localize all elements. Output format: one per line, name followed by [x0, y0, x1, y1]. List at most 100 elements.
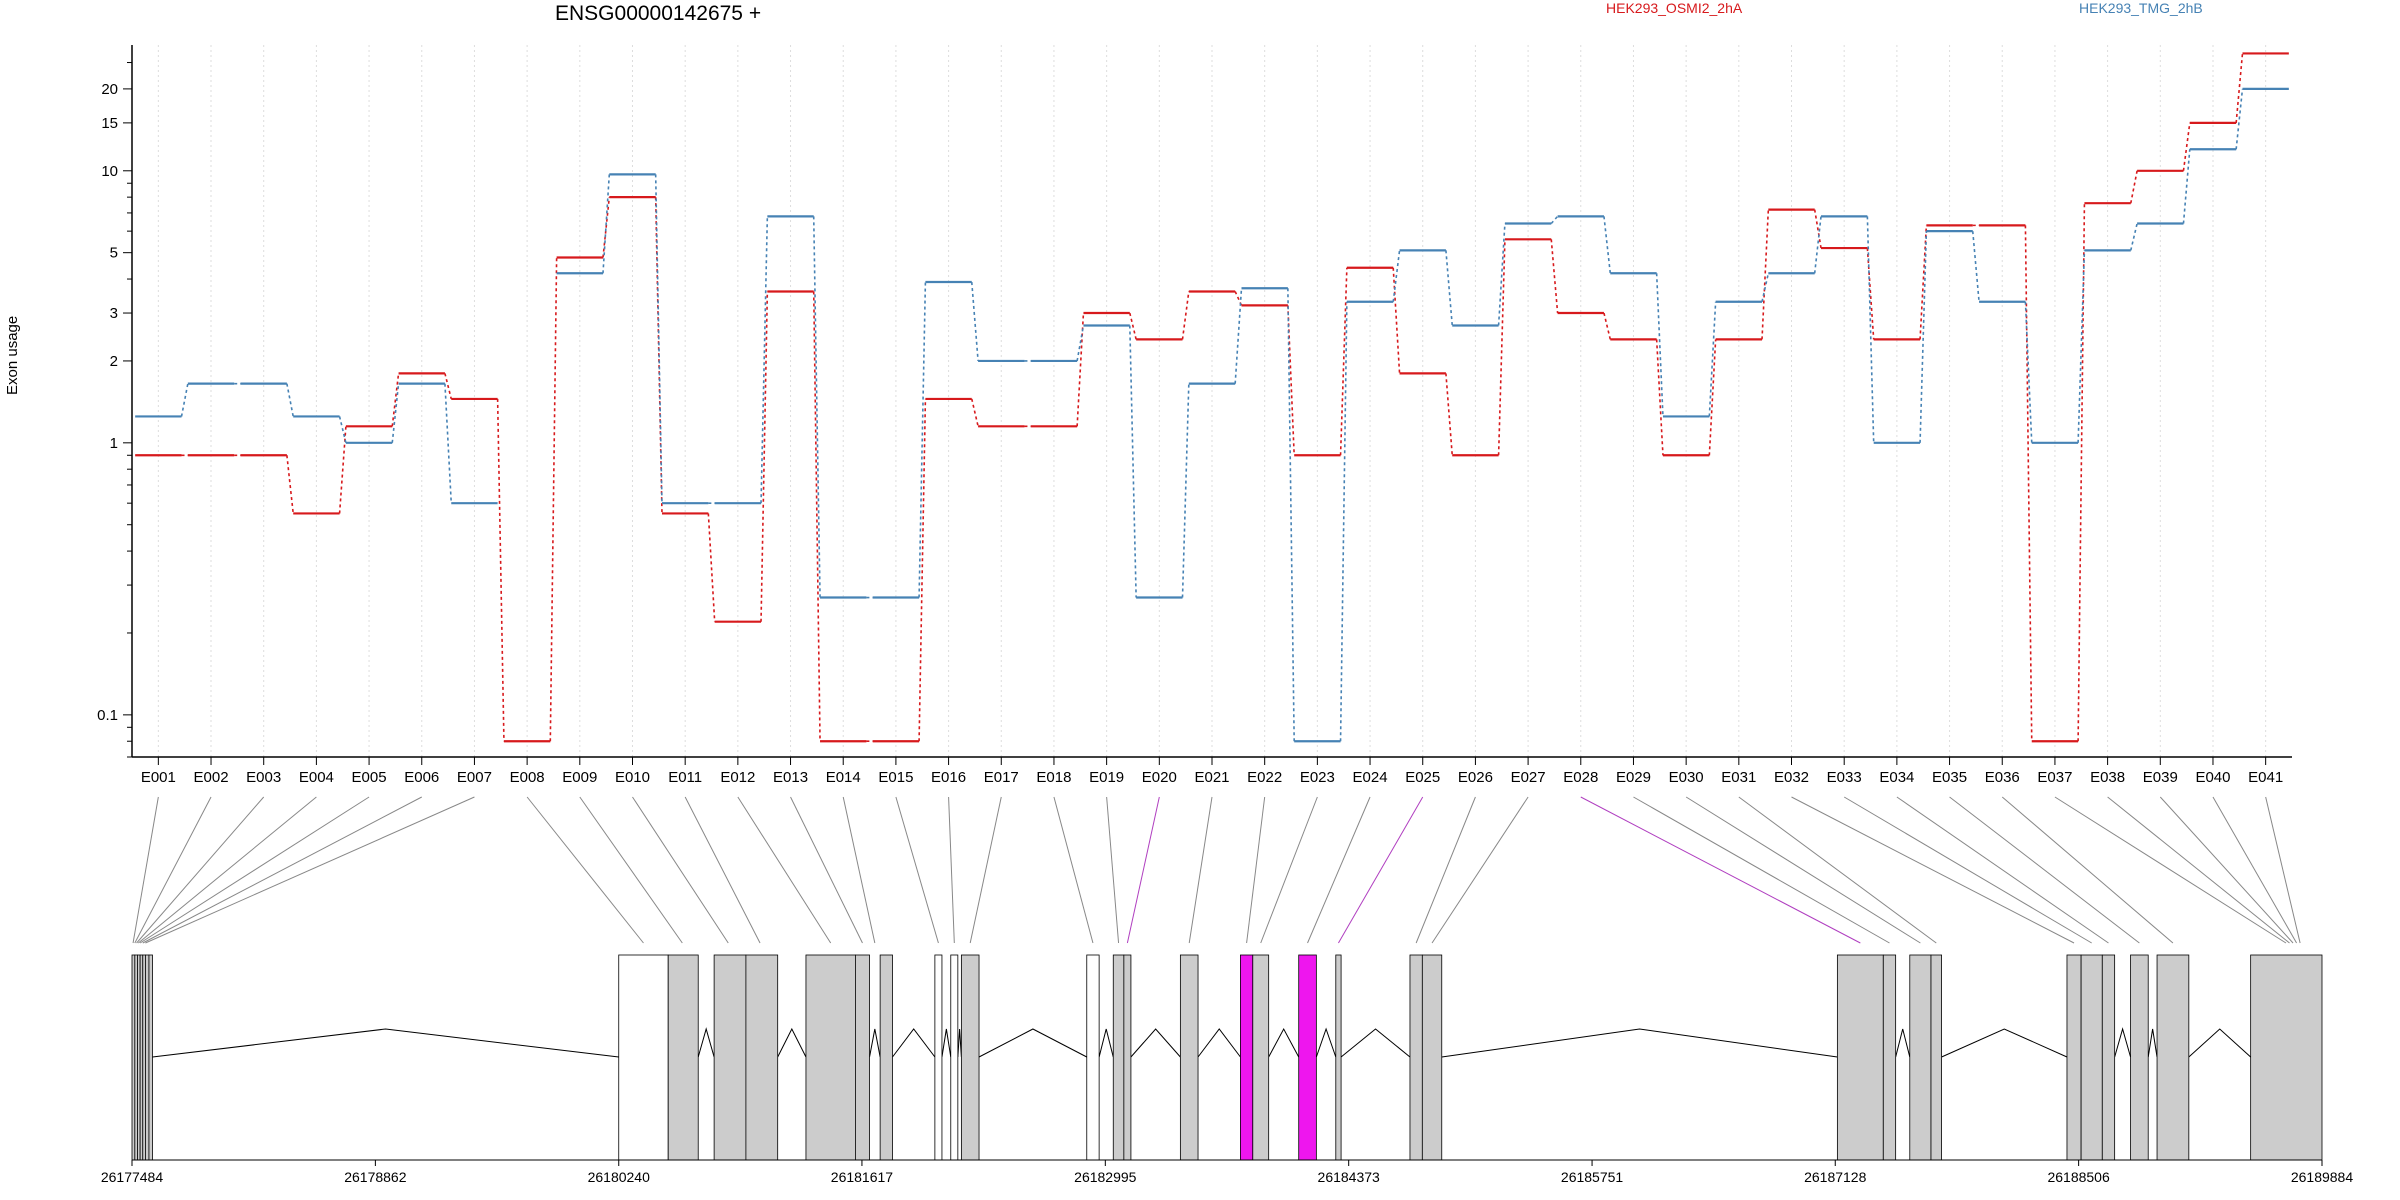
exon-link-line	[145, 796, 475, 944]
y-tick-label: 3	[110, 305, 118, 322]
series-0-connector	[549, 257, 558, 742]
x-tick-label: E039	[2143, 769, 2178, 786]
series-0-connector	[970, 398, 979, 427]
exon-link-line	[142, 796, 422, 944]
series-0-connector	[1497, 239, 1506, 456]
exon-link-line	[895, 796, 939, 944]
x-tick-label: E022	[1247, 769, 1282, 786]
legend-entry-osmi2: HEK293_OSMI2_2hA	[1606, 0, 1743, 16]
series-0-connector	[2024, 225, 2033, 742]
series-1-connector	[1866, 216, 1875, 443]
exon-box	[2080, 954, 2103, 1161]
exon-link-line	[526, 796, 644, 944]
series-0-connector	[707, 513, 716, 622]
exon-box	[2066, 954, 2082, 1161]
series-1-connector	[1129, 325, 1137, 598]
exon-link-line	[790, 796, 863, 944]
exon-box	[145, 954, 150, 1161]
genomic-tick-label: 26180240	[588, 1169, 651, 1185]
series-1-connector	[2182, 149, 2191, 224]
series-0-connector	[1813, 209, 1822, 249]
series-0-connector	[2077, 203, 2086, 742]
series-1-connector	[444, 383, 453, 504]
series-0-connector	[1919, 225, 1928, 340]
exon-link-line	[1896, 796, 2109, 944]
intron-line	[697, 1027, 715, 1058]
x-tick-label: E009	[562, 769, 597, 786]
exon-link-line	[632, 796, 729, 944]
series-1-connector	[2077, 250, 2086, 443]
x-tick-label: E006	[404, 769, 439, 786]
exon-box	[618, 954, 669, 1161]
exon-box	[2130, 954, 2149, 1161]
exon-box	[1836, 954, 1884, 1161]
exon-box	[1252, 954, 1270, 1161]
series-1-connector	[1497, 223, 1506, 326]
exon-link-line	[1246, 796, 1266, 944]
x-tick-label: E033	[1827, 769, 1862, 786]
series-1-connector	[391, 383, 400, 443]
y-tick-label: 5	[110, 245, 118, 262]
x-tick-label: E001	[141, 769, 176, 786]
series-0-connector	[812, 291, 821, 742]
series-1-connector	[1392, 250, 1401, 302]
x-tick-label: E026	[1458, 769, 1493, 786]
exon-link-line	[134, 796, 212, 944]
exon-box	[934, 954, 943, 1161]
exon-link-line	[1188, 796, 1213, 944]
series-0-connector	[391, 373, 400, 427]
series-1-connector	[338, 416, 347, 444]
x-tick-label: E029	[1616, 769, 1651, 786]
series-0-connector	[338, 426, 347, 514]
intron-line	[869, 1028, 881, 1058]
x-tick-label: E023	[1300, 769, 1335, 786]
intron-line	[2147, 1028, 2158, 1058]
exon-box	[1086, 954, 1100, 1161]
series-1-connector	[1287, 288, 1295, 742]
x-tick-label: E008	[510, 769, 545, 786]
exon-link-line	[1126, 796, 1160, 944]
genomic-tick-label: 26185751	[1561, 1169, 1624, 1185]
intron-line	[1130, 1028, 1181, 1058]
series-1-connector	[1813, 216, 1822, 274]
x-tick-label: E024	[1353, 769, 1388, 786]
genomic-tick-label: 26182995	[1074, 1169, 1137, 1185]
exon-link-line	[1307, 796, 1371, 944]
series-0-connector	[1655, 339, 1664, 456]
x-tick-label: E025	[1405, 769, 1440, 786]
exon-box	[1421, 954, 1443, 1161]
exon-link-line	[842, 796, 876, 944]
x-tick-label: E002	[194, 769, 229, 786]
series-0-connector	[2182, 122, 2191, 171]
exon-link-line	[1738, 796, 1937, 944]
x-tick-label: E032	[1774, 769, 1809, 786]
intron-line	[1197, 1028, 1241, 1058]
exon-link-line	[1415, 796, 1476, 944]
exon-box	[855, 954, 870, 1161]
exon-box	[2156, 954, 2190, 1161]
exon-box	[713, 954, 747, 1161]
chart-title: ENSG00000142675 +	[555, 2, 762, 25]
exon-link-line	[1053, 796, 1094, 944]
intron-line	[957, 1028, 962, 1058]
x-tick-label: E014	[826, 769, 861, 786]
exon-box	[879, 954, 893, 1161]
x-tick-label: E016	[931, 769, 966, 786]
exon-box	[1112, 954, 1125, 1161]
y-tick-label: 20	[101, 81, 118, 98]
series-1-connector	[1761, 273, 1770, 302]
intron-line	[1895, 1028, 1911, 1058]
series-0-connector	[2130, 170, 2138, 204]
series-1-connector	[602, 174, 611, 274]
series-0-connector	[760, 291, 769, 622]
exon-link-line	[139, 796, 370, 944]
exon-link-line	[1106, 796, 1120, 944]
exon-link-line	[2159, 796, 2294, 944]
exon-box	[960, 954, 980, 1161]
exon-link-line	[1260, 796, 1318, 944]
x-tick-label: E004	[299, 769, 334, 786]
exon-box	[1240, 954, 1254, 1161]
intron-line	[1340, 1028, 1411, 1058]
exon-link-line	[579, 796, 683, 944]
